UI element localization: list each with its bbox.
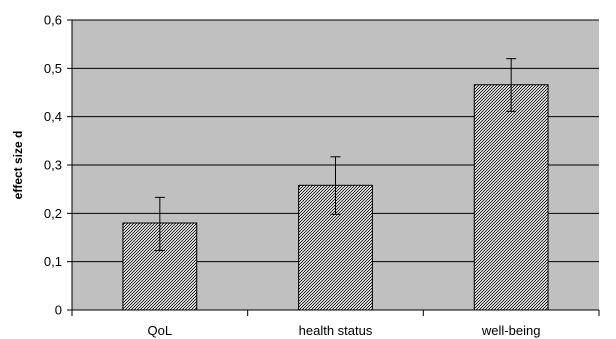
y-tick-label: 0,5 bbox=[44, 61, 62, 76]
y-axis-title: effect size d bbox=[11, 131, 25, 200]
y-tick-label: 0,4 bbox=[44, 109, 62, 124]
y-tick-labels: 0 0,1 0,2 0,3 0,4 0,5 0,6 bbox=[44, 13, 62, 318]
x-tick-label: well-being bbox=[481, 323, 541, 338]
y-tick-label: 0,6 bbox=[44, 13, 62, 28]
y-tick-label: 0,1 bbox=[44, 254, 62, 269]
y-tick-label: 0,3 bbox=[44, 158, 62, 173]
x-tick-label: health status bbox=[299, 323, 373, 338]
x-tick-label: QoL bbox=[148, 323, 173, 338]
x-tick-labels: QoL health status well-being bbox=[148, 323, 541, 338]
y-tick-label: 0,2 bbox=[44, 206, 62, 221]
error-bars bbox=[154, 58, 517, 252]
axes bbox=[67, 19, 600, 316]
bar bbox=[473, 84, 549, 311]
y-tick-label: 0 bbox=[55, 303, 62, 318]
